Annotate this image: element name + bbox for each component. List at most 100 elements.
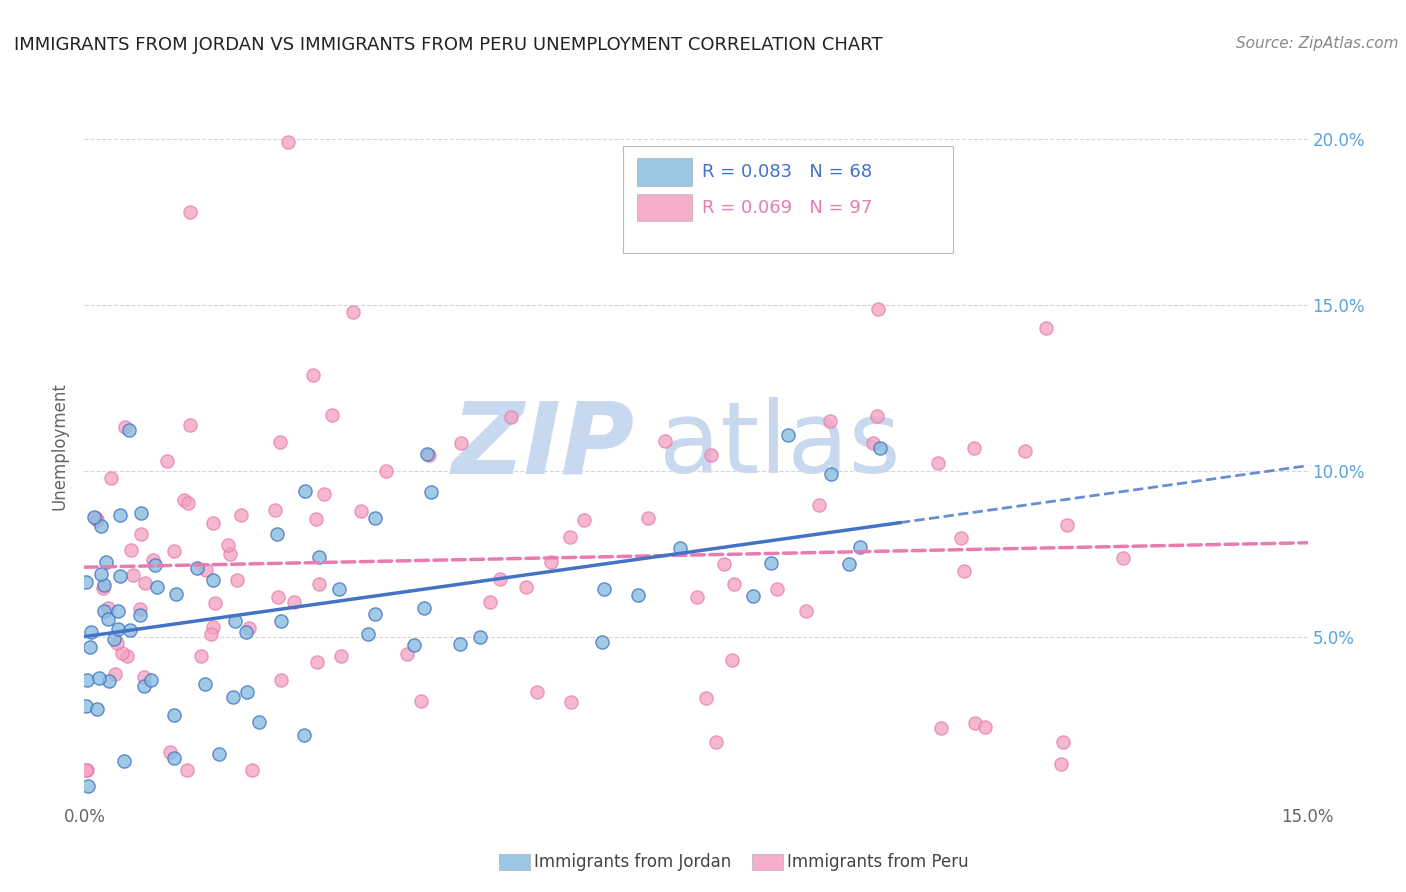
Point (470, 630, 492, 644)
Point (129, 506, 152, 520)
Text: R = 0.083   N = 68: R = 0.083 N = 68 (702, 163, 872, 181)
Point (93, 578, 115, 592)
Point (838, 557, 860, 571)
Point (159, 744, 181, 758)
Text: R = 0.069   N = 97: R = 0.069 N = 97 (702, 199, 873, 217)
Point (1049, 756, 1071, 771)
Point (163, 750, 186, 764)
Point (269, 434, 291, 449)
Point (808, 499, 831, 513)
Point (103, 632, 125, 646)
Point (869, 441, 891, 455)
Point (952, 564, 974, 578)
Point (75, 575, 97, 590)
Point (560, 695, 582, 709)
Point (866, 409, 889, 423)
Point (404, 638, 426, 652)
Point (87, 671, 110, 685)
Point (515, 580, 537, 594)
Point (820, 467, 842, 481)
Point (247, 714, 270, 729)
Point (307, 655, 329, 669)
Point (778, 428, 800, 442)
Point (86, 701, 108, 715)
Point (1052, 735, 1074, 749)
Point (723, 577, 745, 591)
Point (866, 301, 889, 316)
Point (79, 640, 101, 654)
FancyBboxPatch shape (623, 146, 953, 253)
Point (86, 511, 108, 525)
Point (111, 646, 134, 660)
Point (176, 763, 198, 777)
Point (202, 516, 225, 530)
Point (190, 649, 212, 664)
Point (240, 763, 263, 777)
Text: Source: ZipAtlas.com: Source: ZipAtlas.com (1236, 36, 1399, 51)
Point (654, 434, 676, 449)
Point (766, 582, 789, 596)
Point (974, 720, 997, 734)
Point (235, 685, 257, 699)
Point (450, 435, 472, 450)
Point (374, 464, 396, 478)
Point (90, 519, 112, 533)
Point (413, 601, 436, 615)
Point (395, 647, 418, 661)
Point (129, 602, 152, 616)
Point (142, 553, 165, 567)
Point (86, 513, 108, 527)
Point (357, 627, 380, 641)
Point (270, 614, 292, 628)
Text: atlas: atlas (659, 398, 901, 494)
FancyBboxPatch shape (637, 159, 692, 186)
Point (301, 368, 323, 382)
Point (963, 441, 986, 455)
Point (90, 566, 112, 581)
Point (96, 555, 118, 569)
Point (409, 694, 432, 708)
Point (76, 763, 98, 777)
Point (794, 604, 817, 618)
Point (200, 627, 222, 641)
Point (165, 587, 187, 601)
Point (364, 511, 387, 525)
Point (107, 622, 129, 636)
Point (308, 576, 330, 591)
Point (704, 735, 727, 749)
Point (328, 582, 350, 596)
Point (364, 607, 387, 621)
Point (721, 652, 744, 666)
Point (146, 580, 169, 594)
Point (104, 667, 127, 681)
Point (668, 541, 690, 555)
Point (350, 504, 373, 518)
Point (134, 575, 156, 590)
Point (929, 721, 952, 735)
Point (308, 550, 330, 565)
Point (83, 510, 105, 524)
Point (207, 747, 229, 761)
Point (118, 423, 141, 437)
Point (263, 503, 285, 517)
Point (862, 436, 884, 450)
Point (108, 569, 131, 583)
Point (330, 649, 353, 664)
Point (312, 487, 335, 501)
Point (97, 601, 120, 615)
Point (540, 555, 562, 569)
Point (593, 582, 616, 596)
Point (235, 624, 257, 639)
Point (637, 511, 659, 525)
Point (114, 420, 136, 434)
Point (292, 728, 315, 742)
Point (695, 690, 717, 705)
Point (686, 590, 709, 604)
Point (186, 561, 208, 575)
Point (179, 417, 201, 432)
Text: IMMIGRANTS FROM JORDAN VS IMMIGRANTS FROM PERU UNEMPLOYMENT CORRELATION CHART: IMMIGRANTS FROM JORDAN VS IMMIGRANTS FRO… (14, 36, 883, 54)
Point (1035, 321, 1057, 335)
Point (927, 456, 949, 470)
Point (163, 708, 186, 723)
Point (179, 205, 201, 219)
